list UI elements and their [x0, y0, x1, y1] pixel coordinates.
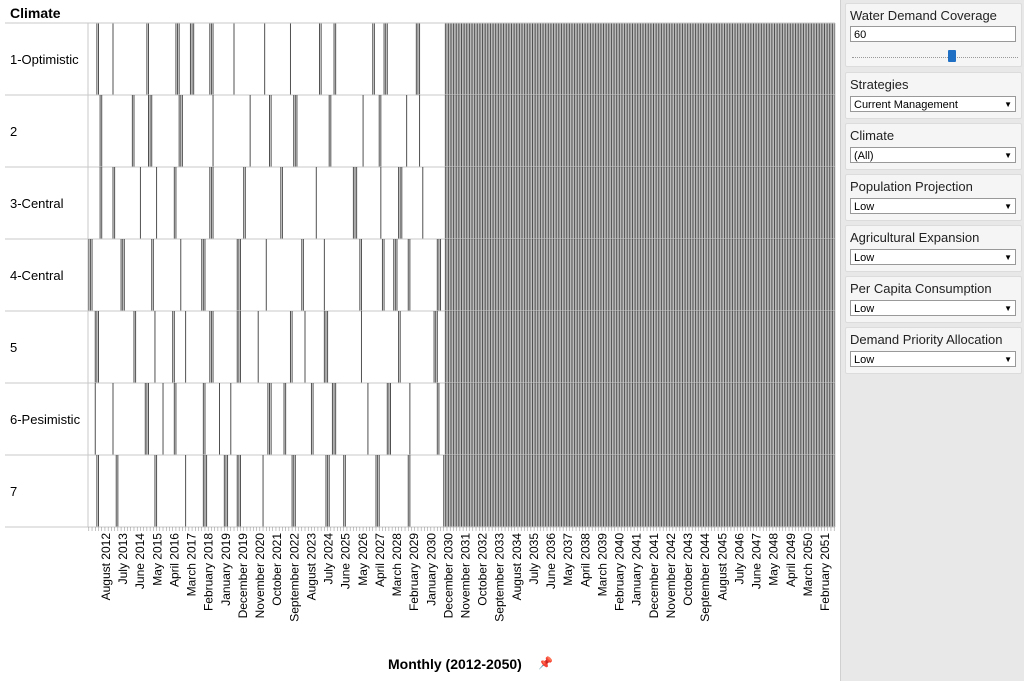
row-label: 7 [10, 484, 17, 499]
slider-track[interactable] [852, 57, 1018, 60]
pin-icon[interactable]: 📌 [538, 656, 553, 670]
climate-value: (All) [854, 150, 874, 162]
chevron-down-icon: ▼ [1004, 202, 1012, 211]
x-axis-title: Monthly (2012-2050) [388, 656, 522, 672]
agricultural-expansion-value: Low [854, 252, 875, 264]
per-capita-consumption-label: Per Capita Consumption [850, 281, 992, 296]
x-tick-label: August 2012 [99, 533, 113, 601]
x-tick-label: April 2038 [578, 533, 592, 587]
x-tick-label: September 2044 [698, 533, 712, 622]
chevron-down-icon: ▼ [1004, 100, 1012, 109]
chevron-down-icon: ▼ [1004, 253, 1012, 262]
x-tick-label: August 2045 [715, 533, 729, 601]
x-tick-label: October 2021 [270, 533, 284, 606]
x-tick-label: June 2047 [750, 533, 764, 589]
x-tick-label: March 2017 [185, 533, 199, 597]
demand-priority-allocation-value: Low [854, 354, 875, 366]
population-projection-dropdown[interactable]: Low ▼ [850, 198, 1016, 214]
x-tick-label: January 2030 [424, 533, 438, 606]
water-demand-coverage-input[interactable]: 60 [850, 26, 1016, 42]
x-tick-label: February 2018 [202, 533, 216, 611]
row-header-title: Climate [10, 5, 61, 21]
x-tick-label: July 2046 [732, 533, 746, 585]
x-tick-label: December 2041 [647, 533, 661, 619]
x-tick-label: June 2014 [133, 533, 147, 589]
slider-thumb[interactable] [948, 50, 956, 62]
x-tick-label: June 2025 [339, 533, 353, 589]
row-label: 4-Central [10, 268, 64, 283]
row-label: 5 [10, 340, 17, 355]
x-tick-label: September 2033 [493, 533, 507, 622]
population-projection-card: Population Projection Low ▼ [845, 174, 1022, 221]
x-tick-label: July 2024 [322, 533, 336, 585]
agricultural-expansion-card: Agricultural Expansion Low ▼ [845, 225, 1022, 272]
strategies-label: Strategies [850, 77, 909, 92]
x-tick-label: December 2030 [441, 533, 455, 619]
climate-dropdown[interactable]: (All) ▼ [850, 147, 1016, 163]
x-tick-label: January 2041 [630, 533, 644, 606]
x-tick-label: May 2026 [356, 533, 370, 586]
agricultural-expansion-dropdown[interactable]: Low ▼ [850, 249, 1016, 265]
climate-card: Climate (All) ▼ [845, 123, 1022, 170]
x-tick-label: November 2031 [459, 533, 473, 619]
row-label: 2 [10, 124, 17, 139]
demand-priority-allocation-dropdown[interactable]: Low ▼ [850, 351, 1016, 367]
x-tick-label: April 2049 [784, 533, 798, 587]
x-tick-label: February 2040 [613, 533, 627, 611]
x-tick-label: April 2016 [167, 533, 181, 587]
x-tick-label: July 2013 [116, 533, 130, 585]
x-tick-label: November 2042 [664, 533, 678, 619]
chevron-down-icon: ▼ [1004, 355, 1012, 364]
row-label: 1-Optimistic [10, 52, 79, 67]
chevron-down-icon: ▼ [1004, 304, 1012, 313]
x-tick-label: August 2034 [510, 533, 524, 601]
agricultural-expansion-label: Agricultural Expansion [850, 230, 980, 245]
heatmap-chart[interactable]: 1-Optimistic 2 3-Central 4-Central 5 6-Pesimi… [0, 0, 840, 681]
x-tick-label: October 2043 [681, 533, 695, 606]
population-projection-label: Population Projection [850, 179, 973, 194]
chevron-down-icon: ▼ [1004, 151, 1012, 160]
strategies-dropdown[interactable]: Current Management ▼ [850, 96, 1016, 112]
per-capita-consumption-value: Low [854, 303, 875, 315]
per-capita-consumption-dropdown[interactable]: Low ▼ [850, 300, 1016, 316]
x-tick-label: December 2019 [236, 533, 250, 619]
climate-label: Climate [850, 128, 895, 143]
filter-panel: Water Demand Coverage 60 Strategies Curr… [840, 0, 1024, 681]
x-tick-label: October 2032 [476, 533, 490, 606]
water-demand-coverage-label: Water Demand Coverage [850, 8, 997, 23]
x-tick-label: February 2051 [818, 533, 832, 611]
x-tick-label: May 2048 [767, 533, 781, 586]
demand-priority-allocation-card: Demand Priority Allocation Low ▼ [845, 327, 1022, 374]
x-tick-label: November 2020 [253, 533, 267, 619]
x-tick-label: July 2035 [527, 533, 541, 585]
x-tick-label: June 2036 [544, 533, 558, 589]
population-projection-value: Low [854, 201, 875, 213]
x-tick-label: September 2022 [287, 533, 301, 622]
x-tick-label: February 2029 [407, 533, 421, 611]
x-tick-label: May 2037 [561, 533, 575, 586]
x-tick-label: March 2050 [801, 533, 815, 597]
strategies-card: Strategies Current Management ▼ [845, 72, 1022, 119]
x-tick-label: March 2028 [390, 533, 404, 597]
strategies-value: Current Management [854, 99, 958, 111]
x-tick-label: January 2019 [219, 533, 233, 606]
demand-priority-allocation-label: Demand Priority Allocation [850, 332, 1003, 347]
water-demand-coverage-card: Water Demand Coverage 60 [845, 3, 1022, 67]
row-label: 6-Pesimistic [10, 412, 81, 427]
x-tick-label: April 2027 [373, 533, 387, 587]
x-tick-label: August 2023 [304, 533, 318, 601]
x-tick-label: May 2015 [150, 533, 164, 586]
x-tick-label: March 2039 [595, 533, 609, 597]
visualization-area: Climate 1-Optimistic 2 3-Central 4-Central 5… [0, 0, 840, 681]
per-capita-consumption-card: Per Capita Consumption Low ▼ [845, 276, 1022, 323]
row-label: 3-Central [10, 196, 64, 211]
